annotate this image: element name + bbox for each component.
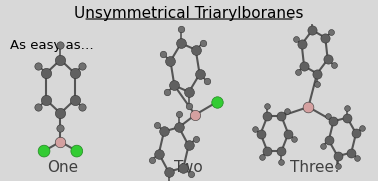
Point [171, 84, 177, 87]
Point [214, 101, 220, 104]
Point [331, 63, 337, 66]
Point [259, 155, 265, 158]
Point [265, 115, 271, 117]
Point [265, 150, 271, 153]
Point [278, 115, 284, 117]
Point [74, 150, 80, 153]
Point [43, 98, 49, 101]
Point [180, 166, 186, 169]
Point [314, 72, 320, 75]
Point [154, 123, 160, 126]
Point [335, 165, 341, 168]
Point [186, 144, 192, 147]
Point [299, 43, 305, 46]
Point [36, 64, 42, 67]
Point [354, 156, 360, 159]
Point [284, 110, 290, 112]
Point [57, 127, 64, 129]
Point [57, 112, 64, 115]
Point [326, 139, 332, 142]
Point [353, 132, 359, 135]
Point [325, 58, 331, 61]
Point [156, 152, 162, 155]
Point [160, 53, 166, 56]
Point [71, 98, 77, 101]
Point [252, 127, 258, 130]
Point [335, 155, 341, 158]
Point [166, 170, 172, 173]
Point [176, 126, 182, 129]
Point [192, 113, 198, 116]
Point [309, 18, 315, 21]
Point [328, 31, 334, 34]
Point [149, 159, 155, 162]
Point [79, 106, 85, 109]
Point [344, 116, 350, 119]
Point [193, 48, 199, 51]
Point [293, 37, 299, 40]
Text: Three!: Three! [290, 160, 340, 175]
Point [285, 132, 291, 135]
Point [322, 36, 328, 39]
Text: Unsymmetrical Triarylboranes: Unsymmetrical Triarylboranes [74, 6, 304, 21]
Point [348, 151, 354, 154]
Point [71, 72, 77, 75]
Point [186, 104, 192, 107]
Point [330, 120, 336, 123]
Point [301, 65, 307, 68]
Point [314, 83, 320, 86]
Point [278, 150, 284, 153]
Point [79, 64, 85, 67]
Point [305, 106, 311, 108]
Point [265, 104, 271, 107]
Point [204, 80, 210, 83]
Point [197, 73, 203, 76]
Point [325, 115, 331, 118]
Point [187, 173, 194, 176]
Point [193, 137, 199, 140]
Point [164, 91, 170, 94]
Point [178, 28, 184, 31]
Point [200, 41, 206, 44]
Point [43, 72, 49, 75]
Point [309, 29, 315, 32]
Point [57, 58, 64, 61]
Point [186, 90, 192, 93]
Point [291, 137, 297, 140]
Point [257, 132, 263, 135]
Point [295, 70, 301, 73]
Point [320, 144, 326, 147]
Point [161, 130, 167, 133]
Point [176, 113, 182, 116]
Point [41, 150, 47, 153]
Point [57, 140, 64, 143]
Point [167, 60, 174, 63]
Point [344, 106, 350, 109]
Point [178, 42, 184, 45]
Text: Two: Two [174, 160, 203, 175]
Point [57, 44, 64, 47]
Point [359, 127, 365, 130]
Point [278, 160, 284, 163]
Text: As easy as…: As easy as… [10, 39, 94, 52]
Text: One: One [47, 160, 79, 175]
Point [36, 106, 42, 109]
